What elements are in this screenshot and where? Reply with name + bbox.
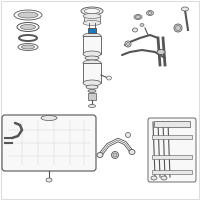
Ellipse shape (125, 41, 131, 47)
Ellipse shape (157, 49, 165, 54)
FancyBboxPatch shape (154, 121, 190, 127)
Ellipse shape (176, 25, 180, 30)
Ellipse shape (18, 12, 38, 18)
Ellipse shape (83, 51, 101, 57)
Ellipse shape (21, 24, 36, 29)
Ellipse shape (112, 152, 118, 158)
Ellipse shape (85, 56, 99, 60)
Ellipse shape (46, 178, 52, 182)
FancyBboxPatch shape (152, 155, 192, 159)
Ellipse shape (83, 14, 101, 19)
Ellipse shape (161, 176, 167, 180)
Ellipse shape (146, 10, 154, 16)
Ellipse shape (83, 60, 101, 66)
Ellipse shape (129, 150, 135, 154)
FancyBboxPatch shape (152, 135, 192, 139)
Ellipse shape (127, 43, 130, 46)
FancyBboxPatch shape (83, 36, 101, 54)
Ellipse shape (113, 153, 117, 157)
Ellipse shape (86, 85, 98, 89)
FancyBboxPatch shape (83, 63, 101, 83)
Ellipse shape (88, 90, 96, 92)
Ellipse shape (81, 7, 103, 15)
Ellipse shape (106, 76, 112, 80)
FancyBboxPatch shape (148, 118, 196, 182)
Ellipse shape (22, 45, 35, 49)
Ellipse shape (17, 22, 39, 31)
Ellipse shape (132, 28, 138, 32)
Ellipse shape (84, 8, 100, 14)
Ellipse shape (134, 15, 142, 20)
Ellipse shape (136, 16, 140, 19)
FancyBboxPatch shape (88, 93, 96, 100)
Ellipse shape (41, 116, 57, 120)
FancyBboxPatch shape (152, 170, 192, 174)
Ellipse shape (126, 132, 130, 138)
Ellipse shape (140, 23, 144, 26)
Ellipse shape (83, 33, 101, 39)
FancyBboxPatch shape (88, 28, 96, 33)
Ellipse shape (14, 10, 42, 20)
Ellipse shape (83, 21, 101, 25)
Ellipse shape (88, 104, 96, 108)
Ellipse shape (83, 80, 101, 86)
Ellipse shape (148, 11, 152, 15)
Ellipse shape (174, 24, 182, 32)
FancyBboxPatch shape (84, 16, 100, 23)
Ellipse shape (97, 152, 103, 158)
Ellipse shape (151, 176, 157, 180)
FancyBboxPatch shape (2, 115, 96, 171)
Ellipse shape (18, 44, 38, 50)
Ellipse shape (182, 7, 188, 11)
